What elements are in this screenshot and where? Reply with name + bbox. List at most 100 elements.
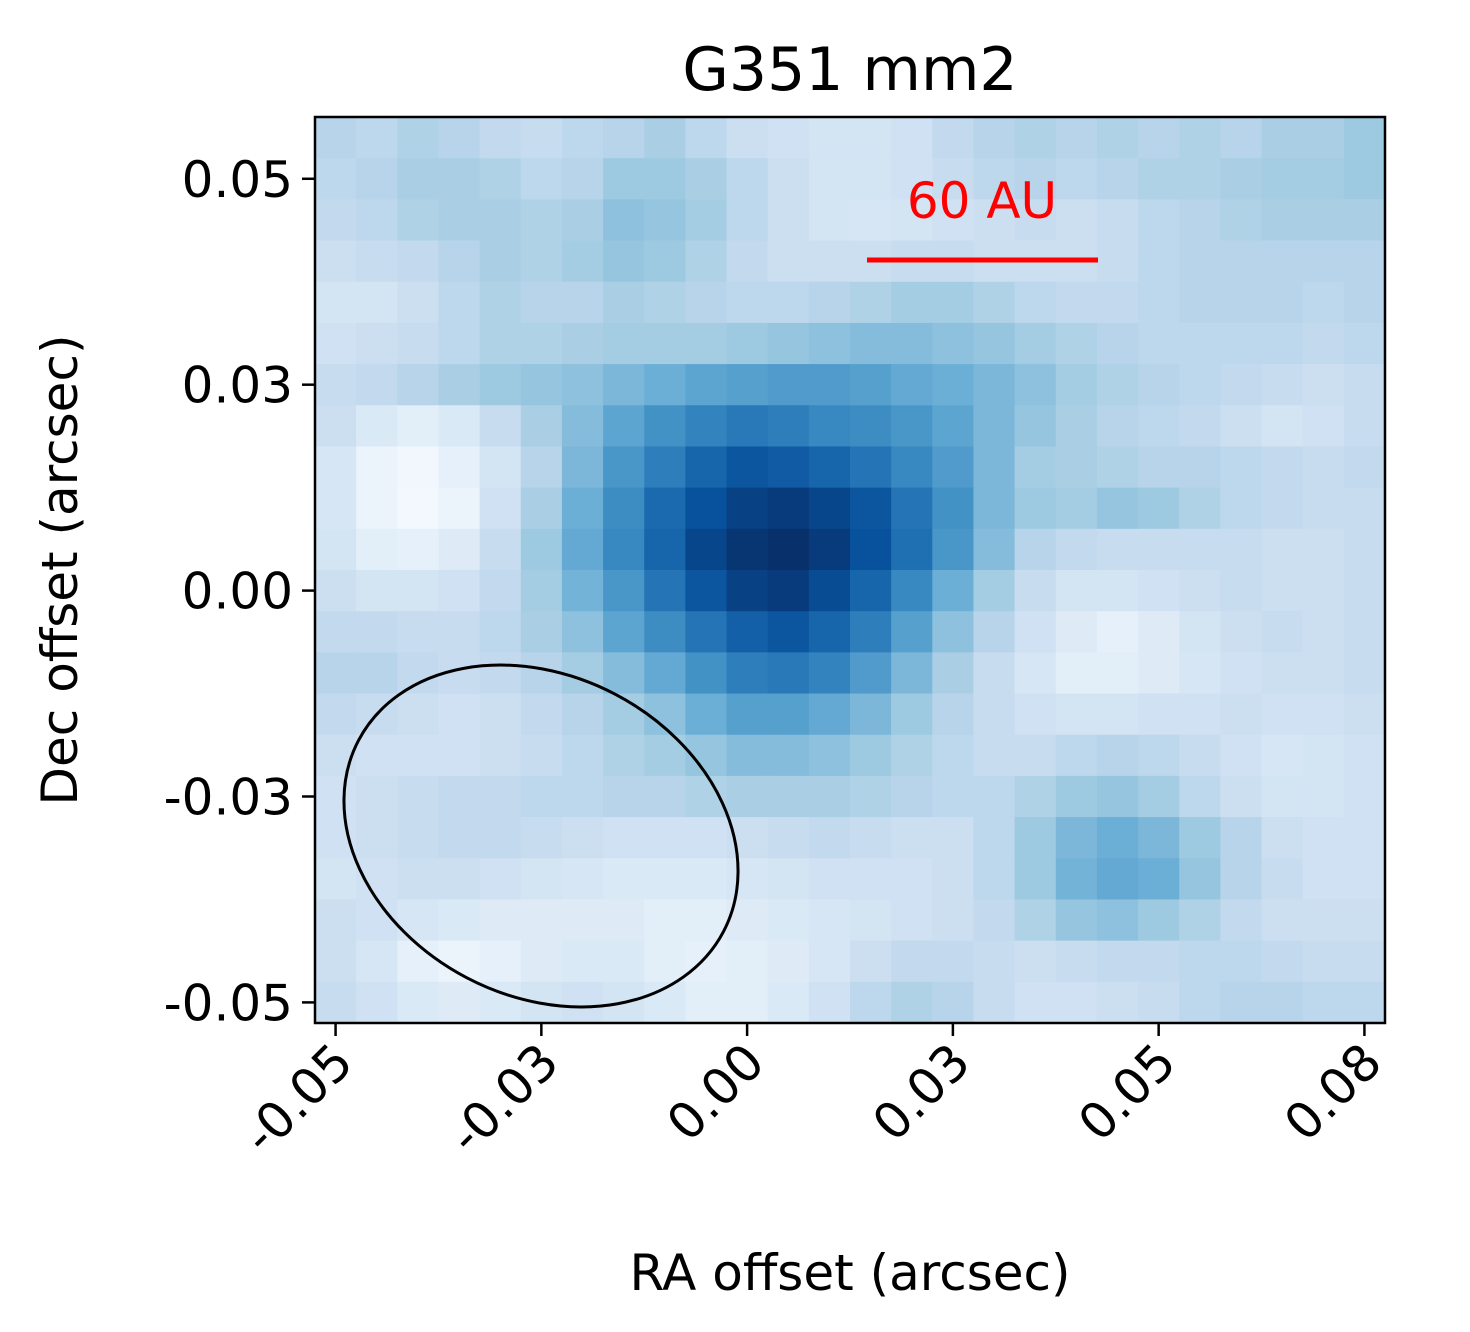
heatmap-cell: [808, 446, 851, 489]
heatmap-cell: [808, 281, 851, 324]
heatmap-cell: [644, 570, 686, 612]
heatmap-cell: [1138, 693, 1180, 736]
heatmap-cell: [479, 405, 522, 448]
heatmap-cell: [808, 322, 851, 365]
heatmap-cell: [603, 158, 645, 200]
heatmap-cell: [438, 405, 481, 448]
heatmap-cell: [767, 199, 810, 242]
heatmap-cell: [520, 940, 563, 983]
heatmap-cell: [1096, 981, 1139, 1023]
heatmap-cell: [1014, 858, 1057, 901]
heatmap-cell: [973, 528, 1016, 571]
heatmap-cell: [1179, 405, 1221, 448]
heatmap-cell: [520, 858, 563, 901]
heatmap-cell: [397, 652, 440, 695]
heatmap-cell: [315, 899, 357, 942]
heatmap-cell: [1302, 775, 1345, 818]
heatmap-cell: [1261, 652, 1304, 695]
heatmap-cell: [932, 117, 975, 159]
heatmap-cell: [479, 858, 522, 901]
heatmap-cell: [726, 940, 769, 983]
heatmap-cell: [1261, 446, 1304, 489]
chart-title: G351 mm2: [682, 35, 1017, 105]
heatmap-cell: [1014, 734, 1057, 777]
heatmap-cell: [1179, 446, 1221, 489]
heatmap-cell: [520, 734, 563, 777]
heatmap-cell: [1014, 693, 1057, 736]
heatmap-cell: [397, 817, 440, 859]
heatmap-cell: [891, 446, 933, 489]
heatmap-cell: [1343, 570, 1385, 612]
heatmap-cell: [1343, 775, 1385, 818]
heatmap-cell: [561, 240, 604, 283]
heatmap-cell: [315, 117, 357, 159]
heatmap-cell: [1302, 611, 1345, 653]
heatmap-cell: [850, 693, 892, 736]
heatmap-cell: [1220, 446, 1263, 489]
heatmap-cell: [1261, 240, 1304, 283]
heatmap-cell: [767, 158, 810, 200]
heatmap-cell: [479, 570, 522, 612]
heatmap-cell: [1261, 281, 1304, 324]
heatmap-cell: [808, 899, 851, 942]
heatmap-cell: [356, 775, 398, 818]
heatmap-cell: [1055, 281, 1098, 324]
heatmap-cell: [767, 652, 810, 695]
heatmap-cell: [520, 158, 563, 200]
heatmap-cell: [1138, 734, 1180, 777]
heatmap-cell: [726, 322, 769, 365]
heatmap-cell: [603, 817, 645, 859]
heatmap-cell: [932, 364, 975, 406]
heatmap-cell: [1261, 570, 1304, 612]
heatmap-cell: [1096, 364, 1139, 406]
heatmap-cell: [1138, 817, 1180, 859]
heatmap-cell: [685, 405, 728, 448]
heatmap-cell: [1055, 528, 1098, 571]
heatmap-cell: [438, 899, 481, 942]
heatmap-cell: [356, 940, 398, 983]
heatmap-cell: [397, 446, 440, 489]
heatmap-cell: [1096, 446, 1139, 489]
heatmap-cell: [932, 734, 975, 777]
heatmap-cell: [438, 487, 481, 530]
heatmap-cell: [891, 734, 933, 777]
heatmap-cell: [1055, 817, 1098, 859]
heatmap-cell: [561, 158, 604, 200]
heatmap-cell: [1220, 117, 1263, 159]
heatmap-cell: [315, 322, 357, 365]
heatmap-cell: [973, 734, 1016, 777]
heatmap-cell: [397, 899, 440, 942]
heatmap-cell: [1261, 940, 1304, 983]
heatmap-cell: [1096, 775, 1139, 818]
heatmap-cell: [356, 487, 398, 530]
heatmap-cell: [479, 652, 522, 695]
heatmap-cell: [438, 364, 481, 406]
heatmap-cell: [1343, 158, 1385, 200]
heatmap-cell: [1014, 899, 1057, 942]
heatmap-cell: [520, 364, 563, 406]
heatmap-cell: [520, 817, 563, 859]
y-axis-label: Dec offset (arcsec): [31, 335, 89, 806]
heatmap-cell: [1014, 158, 1057, 200]
heatmap-cell: [932, 652, 975, 695]
heatmap-cell: [1220, 981, 1263, 1023]
heatmap-cell: [932, 446, 975, 489]
heatmap-cell: [891, 775, 933, 818]
heatmap-cell: [1261, 611, 1304, 653]
heatmap-cell: [1179, 322, 1221, 365]
heatmap-cell: [1138, 611, 1180, 653]
heatmap-cell: [973, 940, 1016, 983]
heatmap-cell: [1220, 364, 1263, 406]
heatmap-cell: [891, 281, 933, 324]
heatmap-cell: [1055, 775, 1098, 818]
heatmap-cell: [850, 487, 892, 530]
heatmap-cell: [1138, 405, 1180, 448]
heatmap-cell: [479, 817, 522, 859]
heatmap-cell: [1138, 570, 1180, 612]
heatmap-cell: [356, 199, 398, 242]
heatmap-cell: [850, 899, 892, 942]
heatmap-cell: [1179, 817, 1221, 859]
heatmap-cell: [1055, 981, 1098, 1023]
heatmap-cell: [1220, 405, 1263, 448]
heatmap-cell: [850, 528, 892, 571]
